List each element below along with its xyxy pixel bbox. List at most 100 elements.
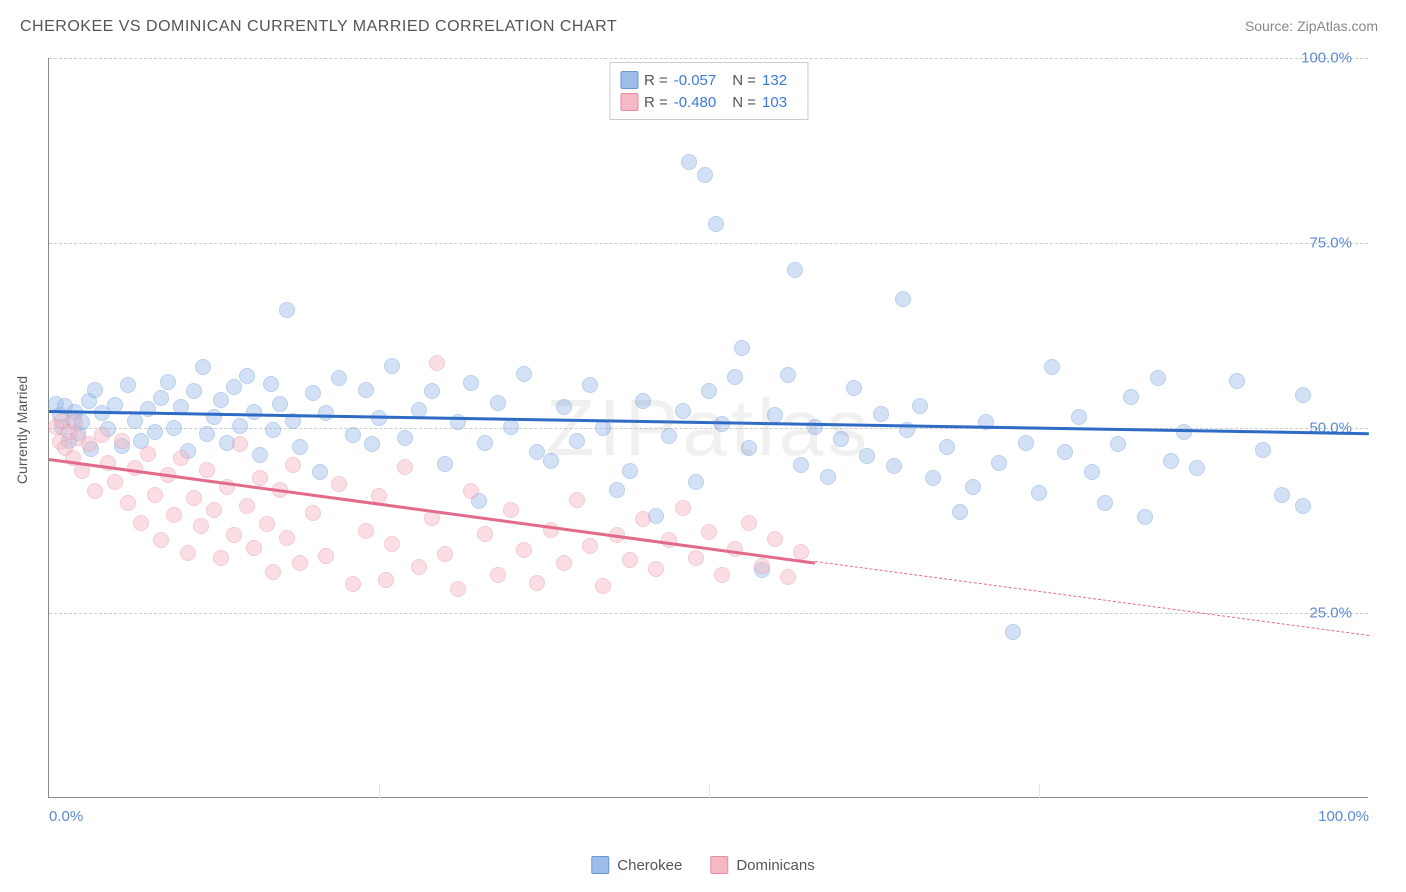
data-point xyxy=(1123,389,1139,405)
data-point xyxy=(147,424,163,440)
data-point xyxy=(140,446,156,462)
data-point xyxy=(701,383,717,399)
data-point xyxy=(846,380,862,396)
data-point xyxy=(556,399,572,415)
gridline-vertical xyxy=(709,784,710,798)
legend-item: Cherokee xyxy=(591,856,682,874)
data-point xyxy=(305,385,321,401)
data-point xyxy=(331,476,347,492)
data-point xyxy=(259,516,275,532)
data-point xyxy=(609,482,625,498)
data-point xyxy=(364,436,380,452)
data-point xyxy=(1005,624,1021,640)
data-point xyxy=(529,575,545,591)
data-point xyxy=(503,502,519,518)
legend-r-value: -0.480 xyxy=(674,94,717,111)
data-point xyxy=(312,464,328,480)
data-point xyxy=(384,358,400,374)
data-point xyxy=(708,216,724,232)
data-point xyxy=(292,555,308,571)
data-point xyxy=(697,167,713,183)
legend-n-value: 103 xyxy=(762,94,787,111)
data-point xyxy=(741,440,757,456)
y-tick-label: 75.0% xyxy=(1309,235,1352,252)
data-point xyxy=(780,367,796,383)
data-point xyxy=(1229,373,1245,389)
data-point xyxy=(714,567,730,583)
data-point xyxy=(463,483,479,499)
data-point xyxy=(252,447,268,463)
data-point xyxy=(490,567,506,583)
data-point xyxy=(556,555,572,571)
data-point xyxy=(1044,359,1060,375)
x-tick-label: 0.0% xyxy=(49,808,83,825)
data-point xyxy=(734,340,750,356)
data-point xyxy=(272,396,288,412)
data-point xyxy=(688,474,704,490)
x-tick-label: 100.0% xyxy=(1318,808,1369,825)
legend-n-label: N = xyxy=(732,72,756,89)
data-point xyxy=(318,405,334,421)
legend-correlations: R =-0.057N =132R =-0.480N =103 xyxy=(609,62,808,120)
data-point xyxy=(206,502,222,518)
data-point xyxy=(213,392,229,408)
data-point xyxy=(239,498,255,514)
data-point xyxy=(939,439,955,455)
data-point xyxy=(793,457,809,473)
data-point xyxy=(1031,485,1047,501)
legend-series: CherokeeDominicans xyxy=(591,856,814,874)
data-point xyxy=(991,455,1007,471)
data-point xyxy=(153,532,169,548)
data-point xyxy=(820,469,836,485)
legend-r-label: R = xyxy=(644,94,668,111)
data-point xyxy=(437,456,453,472)
legend-r-value: -0.057 xyxy=(674,72,717,89)
data-point xyxy=(477,526,493,542)
data-point xyxy=(147,487,163,503)
data-point xyxy=(741,515,757,531)
data-point xyxy=(133,515,149,531)
data-point xyxy=(1097,495,1113,511)
data-point xyxy=(912,398,928,414)
data-point xyxy=(688,550,704,566)
data-point xyxy=(675,403,691,419)
data-point xyxy=(1274,487,1290,503)
data-point xyxy=(199,426,215,442)
data-point xyxy=(859,448,875,464)
data-point xyxy=(424,383,440,399)
data-point xyxy=(378,572,394,588)
data-point xyxy=(952,504,968,520)
data-point xyxy=(265,422,281,438)
data-point xyxy=(173,450,189,466)
data-point xyxy=(569,433,585,449)
data-point xyxy=(1189,460,1205,476)
data-point xyxy=(193,518,209,534)
data-point xyxy=(199,462,215,478)
data-point xyxy=(331,370,347,386)
source-link[interactable]: ZipAtlas.com xyxy=(1297,18,1378,34)
data-point xyxy=(411,402,427,418)
legend-swatch xyxy=(710,856,728,874)
legend-row: R =-0.057N =132 xyxy=(620,69,797,91)
gridline-horizontal xyxy=(49,58,1368,59)
data-point xyxy=(384,536,400,552)
data-point xyxy=(681,154,697,170)
data-point xyxy=(582,377,598,393)
data-point xyxy=(166,420,182,436)
data-point xyxy=(754,558,770,574)
data-point xyxy=(787,262,803,278)
data-point xyxy=(635,393,651,409)
data-point xyxy=(833,431,849,447)
data-point xyxy=(925,470,941,486)
data-point xyxy=(661,428,677,444)
data-point xyxy=(490,395,506,411)
data-point xyxy=(780,569,796,585)
data-point xyxy=(622,463,638,479)
data-point xyxy=(429,355,445,371)
legend-swatch xyxy=(620,93,638,111)
gridline-vertical xyxy=(1039,784,1040,798)
data-point xyxy=(701,524,717,540)
data-point xyxy=(232,436,248,452)
data-point xyxy=(767,407,783,423)
data-point xyxy=(1150,370,1166,386)
